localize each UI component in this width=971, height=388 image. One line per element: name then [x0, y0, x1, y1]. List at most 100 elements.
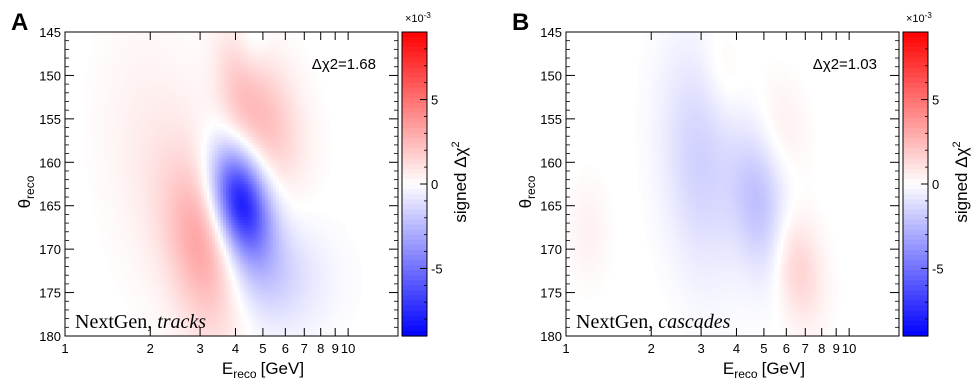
heatmap-cell: [203, 37, 208, 41]
heatmap-cell: [187, 62, 191, 66]
heatmap-cell: [101, 81, 105, 86]
heatmap-cell: [203, 40, 208, 44]
heatmap-cell: [209, 73, 213, 77]
heatmap-cell: [214, 78, 219, 83]
heatmap-cell: [278, 92, 283, 97]
heatmap-cell: [225, 45, 230, 50]
heatmap-cell: [164, 48, 169, 52]
heatmap-cell: [159, 54, 163, 58]
heatmap-cell: [256, 62, 260, 66]
heatmap-cell: [153, 84, 158, 88]
heatmap-cell: [214, 45, 219, 50]
heatmap-cell: [187, 84, 191, 88]
heatmap-cell: [209, 70, 213, 75]
heatmap-cell: [287, 34, 291, 39]
heatmap-cell: [131, 95, 135, 99]
heatmap-cell: [167, 37, 172, 41]
heatmap-cell: [187, 40, 191, 44]
heatmap-cell: [300, 43, 305, 47]
heatmap-cell: [159, 92, 163, 97]
heatmap-cell: [292, 81, 296, 86]
heatmap-cell: [120, 34, 124, 39]
heatmap-cell: [270, 92, 274, 97]
heatmap-cell: [303, 54, 308, 58]
heatmap-cell: [192, 45, 197, 50]
heatmap-cell: [123, 78, 127, 83]
heatmap-cell: [112, 81, 116, 86]
heatmap-cell: [217, 59, 222, 63]
heatmap-cell: [181, 87, 185, 91]
heatmap-cell: [114, 95, 119, 99]
heatmap-cell: [206, 65, 210, 69]
heatmap-cell: [239, 65, 244, 69]
heatmap-cell: [206, 59, 210, 63]
heatmap-cell: [292, 65, 296, 69]
heatmap-cell: [206, 78, 210, 83]
heatmap-cell: [239, 81, 244, 86]
heatmap-cell: [192, 51, 197, 55]
heatmap-cell: [184, 84, 188, 88]
heatmap-cell: [187, 34, 191, 39]
heatmap-cell: [300, 40, 305, 44]
heatmap-cell: [228, 54, 233, 58]
heatmap-cell: [95, 59, 99, 63]
heatmap-cell: [114, 43, 119, 47]
heatmap-cell: [200, 37, 205, 41]
heatmap-cell: [237, 90, 241, 94]
heatmap-cell: [159, 56, 163, 61]
heatmap-cell: [176, 87, 180, 91]
heatmap-cell: [242, 73, 246, 77]
heatmap-cell: [145, 59, 149, 63]
heatmap-cell: [153, 59, 158, 63]
heatmap-cell: [192, 73, 197, 77]
heatmap-cell: [84, 76, 88, 80]
heatmap-cell: [223, 37, 227, 41]
heatmap-cell: [170, 32, 174, 36]
heatmap-cell: [134, 51, 138, 55]
heatmap-cell: [126, 32, 130, 36]
heatmap-cell: [239, 73, 244, 77]
heatmap-cell: [298, 90, 302, 94]
heatmap-cell: [181, 34, 185, 39]
heatmap-cell: [275, 81, 280, 86]
heatmap-cell: [309, 56, 313, 61]
heatmap-cell: [264, 70, 269, 75]
heatmap-cell: [298, 70, 302, 75]
heatmap-cell: [303, 56, 308, 61]
heatmap-cell: [206, 48, 210, 52]
heatmap-cell: [273, 56, 277, 61]
heatmap-cell: [120, 40, 124, 44]
heatmap-cell: [95, 45, 99, 50]
heatmap-cell: [192, 70, 197, 75]
heatmap-cell: [176, 65, 180, 69]
heatmap-cell: [156, 32, 160, 36]
heatmap-cell: [159, 95, 163, 99]
heatmap-cell: [192, 92, 197, 97]
heatmap-cell: [159, 84, 163, 88]
heatmap-cell: [126, 37, 130, 41]
heatmap-cell: [225, 56, 230, 61]
heatmap-cell: [298, 62, 302, 66]
heatmap-cell: [184, 37, 188, 41]
heatmap-cell: [220, 73, 224, 77]
heatmap-cell: [162, 43, 166, 47]
heatmap-cell: [214, 59, 219, 63]
heatmap-cell: [248, 87, 252, 91]
heatmap-cell: [128, 54, 133, 58]
heatmap-cell: [128, 32, 133, 36]
heatmap-cell: [275, 34, 280, 39]
heatmap-cell: [192, 78, 197, 83]
heatmap-cell: [139, 56, 144, 61]
heatmap-cell: [223, 76, 227, 80]
heatmap-cell: [145, 65, 149, 69]
heatmap-cell: [200, 65, 205, 69]
heatmap-cell: [92, 45, 97, 50]
heatmap-cell: [151, 70, 155, 75]
heatmap-cell: [287, 62, 291, 66]
heatmap-cell: [273, 43, 277, 47]
heatmap-cell: [131, 51, 135, 55]
heatmap-cell: [181, 40, 185, 44]
heatmap-cell: [306, 67, 310, 72]
heatmap-cell: [239, 51, 244, 55]
heatmap-cell: [128, 51, 133, 55]
